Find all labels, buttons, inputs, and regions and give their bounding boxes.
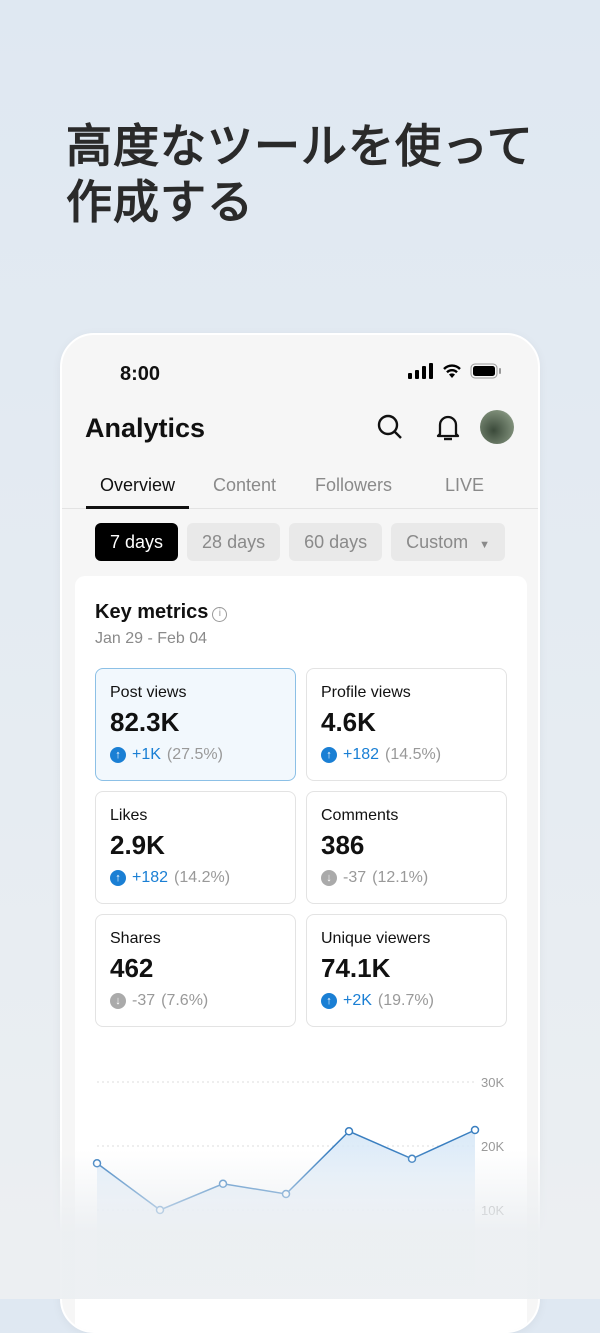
battery-icon [470, 363, 501, 379]
metric-card[interactable]: Likes 2.9K ↑ +182 (14.2%) [95, 791, 296, 904]
delta-percent: (12.1%) [372, 869, 429, 886]
y-tick-label: 30K [481, 1075, 504, 1090]
metric-value: 2.9K [110, 830, 165, 860]
headline: 高度なツールを使って 作成する [66, 118, 534, 230]
delta-value: -37 [343, 869, 367, 886]
metric-value: 462 [110, 953, 154, 983]
bell-icon[interactable] [434, 413, 462, 443]
metric-card[interactable]: Unique viewers 74.1K ↑ +2K (19.7%) [306, 914, 507, 1027]
delta-percent: (19.7%) [377, 992, 434, 1009]
metric-delta: ↑ +182 (14.2%) [110, 869, 281, 887]
metric-label: Likes [110, 807, 148, 824]
range-60-days[interactable]: 60 days [289, 523, 383, 561]
bottom-fade [0, 1150, 600, 1299]
headline-line-2: 作成する [66, 175, 254, 229]
arrow-up-icon: ↑ [321, 747, 337, 763]
arrow-up-icon: ↑ [321, 993, 337, 1009]
wifi-icon [443, 364, 461, 378]
delta-value: +1K [132, 746, 161, 763]
metric-delta: ↓ -37 (7.6%) [110, 992, 281, 1010]
metric-card[interactable]: Comments 386 ↓ -37 (12.1%) [306, 791, 507, 904]
delta-value: +2K [343, 992, 372, 1009]
signal-icon [408, 363, 433, 379]
metric-card[interactable]: Profile views 4.6K ↑ +182 (14.5%) [306, 668, 507, 781]
date-range: Jan 29 - Feb 04 [95, 630, 208, 647]
arrow-down-icon: ↓ [321, 870, 337, 886]
arrow-down-icon: ↓ [110, 993, 126, 1009]
headline-line-1: 高度なツールを使って [66, 119, 534, 173]
metric-label: Post views [110, 684, 187, 701]
range-7-days[interactable]: 7 days [95, 523, 179, 561]
metric-delta: ↓ -37 (12.1%) [321, 869, 492, 887]
delta-value: -37 [132, 992, 156, 1009]
delta-percent: (14.2%) [174, 869, 231, 886]
avatar[interactable] [480, 410, 514, 444]
range-28-days[interactable]: 28 days [187, 523, 281, 561]
metric-value: 4.6K [321, 707, 376, 737]
metric-card[interactable]: Shares 462 ↓ -37 (7.6%) [95, 914, 296, 1027]
range-custom-label: Custom [406, 532, 469, 552]
page-title: Analytics [85, 413, 206, 443]
metric-value: 74.1K [321, 953, 391, 983]
metric-value: 386 [321, 830, 365, 860]
status-time: 8:00 [120, 363, 161, 385]
arrow-up-icon: ↑ [110, 747, 126, 763]
metric-delta: ↑ +2K (19.7%) [321, 992, 492, 1010]
delta-percent: (14.5%) [385, 746, 442, 763]
arrow-up-icon: ↑ [110, 870, 126, 886]
range-selector: 7 days 28 days 60 days Custom ▼ [95, 523, 506, 561]
metrics-grid: Post views 82.3K ↑ +1K (27.5%) Profile view… [95, 668, 507, 1027]
metric-label: Unique viewers [321, 930, 431, 947]
search-icon[interactable] [376, 413, 404, 441]
data-point[interactable] [470, 1125, 480, 1135]
data-point[interactable] [344, 1127, 354, 1136]
tab-content[interactable]: Content [213, 475, 277, 495]
tab-overview[interactable]: Overview [85, 475, 190, 509]
metric-value: 82.3K [110, 707, 180, 737]
tab-bar: Overview Content Followers LIVE [62, 475, 538, 509]
info-icon[interactable]: i [212, 607, 228, 622]
delta-percent: (27.5%) [166, 746, 223, 763]
delta-percent: (7.6%) [161, 992, 209, 1009]
key-metrics-title: Key metrics i [95, 601, 228, 624]
range-custom[interactable]: Custom ▼ [391, 523, 506, 561]
status-icons [408, 363, 502, 379]
delta-value: +182 [343, 746, 380, 763]
metric-label: Shares [110, 930, 161, 947]
metric-delta: ↑ +182 (14.5%) [321, 746, 492, 764]
metric-label: Comments [321, 807, 399, 824]
metric-card[interactable]: Post views 82.3K ↑ +1K (27.5%) [95, 668, 296, 781]
metric-label: Profile views [321, 684, 411, 701]
tab-live[interactable]: LIVE [445, 475, 485, 495]
key-metrics-title-text: Key metrics [95, 601, 209, 623]
caret-down-icon: ▼ [479, 539, 491, 551]
tab-followers[interactable]: Followers [315, 475, 393, 495]
metric-delta: ↑ +1K (27.5%) [110, 746, 281, 764]
delta-value: +182 [132, 869, 169, 886]
